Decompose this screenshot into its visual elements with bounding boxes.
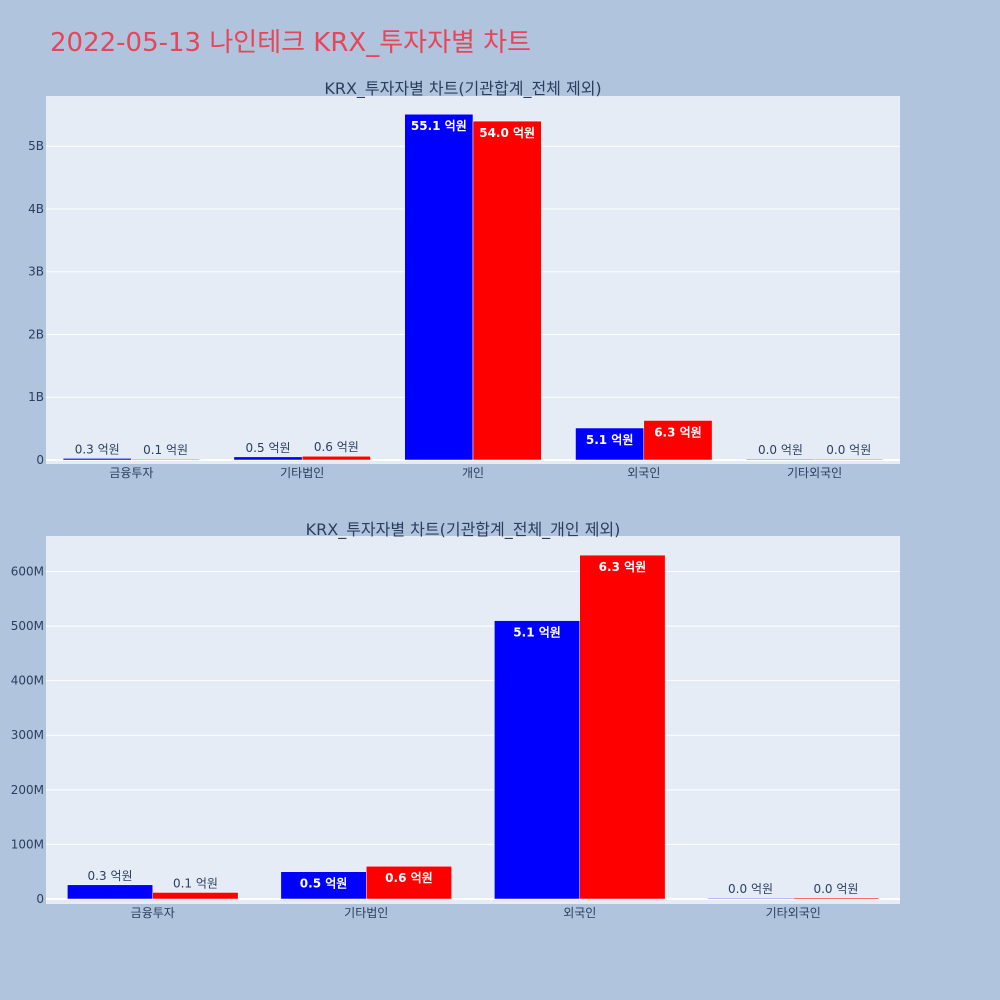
y-tick-label: 4B	[28, 202, 44, 216]
y-tick-label: 0	[36, 453, 44, 467]
bar	[404, 113, 474, 461]
chart-top: KRX_투자자별 차트(기관합계_전체 제외) 0 1B 2B 3B 4B 5B 금융투자 0.…	[28, 79, 900, 480]
x-tick-label: 금융투자	[131, 906, 175, 920]
y-tick-label: 0	[36, 892, 44, 906]
y-tick-label: 500M	[11, 619, 44, 633]
page-title: 2022-05-13 나인테크 KRX_투자자별 차트	[50, 28, 532, 58]
bar	[301, 455, 371, 461]
bar	[472, 120, 542, 461]
plot-area	[46, 536, 900, 904]
data-label: 54.0 억원	[479, 126, 535, 140]
bar	[494, 620, 581, 900]
bar	[131, 458, 200, 461]
y-tick-label: 1B	[28, 390, 44, 404]
bar	[62, 458, 132, 461]
data-label: 0.5 억원	[300, 877, 348, 891]
bar	[233, 456, 303, 461]
data-label: 0.1 억원	[173, 876, 218, 890]
x-tick-label: 개인	[462, 466, 484, 480]
chart-bottom: KRX_투자자별 차트(기관합계_전체_개인 제외) 0 100M 200M 300M 4…	[11, 520, 900, 920]
data-label: 0.3 억원	[88, 869, 133, 883]
data-label: 0.3 억원	[75, 442, 120, 456]
y-tick-label: 3B	[28, 265, 44, 279]
y-tick-label: 200M	[11, 783, 44, 797]
x-tick-label: 외국인	[563, 906, 596, 920]
data-label: 5.1 억원	[586, 433, 634, 447]
bar	[575, 427, 645, 461]
y-tick-label: 300M	[11, 728, 44, 742]
data-label: 0.6 억원	[314, 440, 359, 454]
y-tick-label: 400M	[11, 674, 44, 688]
data-label: 6.3 억원	[599, 560, 647, 574]
bar	[366, 865, 452, 900]
data-label: 0.0 억원	[758, 443, 803, 457]
data-label: 6.3 억원	[654, 425, 702, 439]
data-label: 0.0 억원	[813, 882, 858, 896]
bar	[814, 458, 884, 461]
bar	[280, 871, 367, 900]
x-tick-label: 외국인	[627, 466, 660, 480]
chart-title: KRX_투자자별 차트(기관합계_전체 제외)	[324, 79, 601, 99]
data-label: 0.5 억원	[246, 441, 291, 455]
bar	[707, 897, 794, 900]
x-tick-label: 기타외국인	[787, 466, 842, 480]
x-tick-label: 기타법인	[280, 466, 324, 480]
bar	[643, 420, 713, 461]
bar	[67, 884, 153, 900]
bar	[746, 458, 815, 461]
data-label: 0.6 억원	[385, 871, 433, 885]
chart-title: KRX_투자자별 차트(기관합계_전체_개인 제외)	[306, 520, 621, 540]
y-tick-label: 2B	[28, 327, 44, 341]
x-tick-label: 기타법인	[344, 906, 388, 920]
x-tick-label: 금융투자	[109, 466, 153, 480]
y-tick-label: 100M	[11, 837, 44, 851]
bar	[152, 892, 239, 900]
data-label: 0.1 억원	[143, 443, 188, 457]
data-label: 0.0 억원	[826, 443, 871, 457]
y-tick-label: 5B	[28, 139, 44, 153]
data-label: 55.1 억원	[411, 119, 467, 133]
data-label: 0.0 억원	[728, 882, 773, 896]
bar	[793, 897, 879, 900]
y-tick-label: 600M	[11, 564, 44, 578]
x-tick-label: 기타외국인	[766, 906, 821, 920]
data-label: 5.1 억원	[513, 626, 561, 640]
bar	[579, 554, 666, 900]
